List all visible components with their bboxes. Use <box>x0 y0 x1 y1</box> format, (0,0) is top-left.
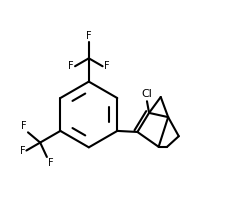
Text: F: F <box>48 158 54 168</box>
Text: F: F <box>104 61 109 71</box>
Text: F: F <box>20 145 25 156</box>
Text: F: F <box>68 61 74 71</box>
Text: Cl: Cl <box>141 89 152 99</box>
Text: F: F <box>21 121 27 131</box>
Text: F: F <box>86 31 92 41</box>
